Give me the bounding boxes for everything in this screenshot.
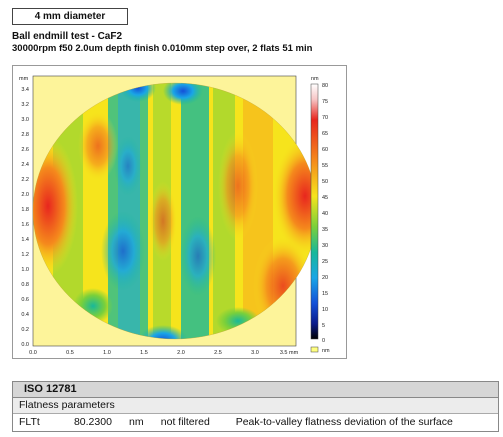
- x-tick: 1.5: [140, 350, 148, 356]
- param-unit: nm: [129, 416, 144, 428]
- nodata-swatch: [310, 346, 319, 353]
- param-value: 80.2300: [73, 416, 112, 428]
- colorbar: [310, 83, 319, 340]
- colorbar-tick: 30: [322, 243, 328, 249]
- iso-standard-title: ISO 12781: [13, 382, 498, 398]
- colorbar-tick: 15: [322, 291, 328, 297]
- x-tick: 3.0: [251, 350, 259, 356]
- iso-subtitle: Flatness parameters: [13, 398, 498, 414]
- colorbar-tick: 5: [322, 323, 325, 329]
- x-tick: 1.0: [103, 350, 111, 356]
- x-tick: 0.5: [66, 350, 74, 356]
- colorbar-tick: 55: [322, 163, 328, 169]
- y-tick: 0.8: [21, 282, 29, 288]
- y-tick: 2.6: [21, 147, 29, 153]
- y-tick: 2.8: [21, 132, 29, 138]
- y-tick: 3.4: [21, 87, 29, 93]
- param-filter: not filtered: [160, 416, 210, 428]
- flatness-map: mm 0.0 0.2 0.4 0.6 0.8 1.0 1.2 1.4 1.6 1…: [19, 75, 330, 356]
- x-axis: 0.0 0.5 1.0 1.5 2.0 2.5 3.0 3.5 mm: [29, 350, 298, 356]
- colorbar-tick: 70: [322, 115, 328, 121]
- y-tick: 2.0: [21, 192, 29, 198]
- colorbar-tick: 40: [322, 211, 328, 217]
- param-description: Peak-to-valley flatness deviation of the…: [235, 416, 453, 428]
- colorbar-unit: nm: [311, 76, 319, 82]
- y-tick: 3.2: [21, 102, 29, 108]
- y-tick: 1.0: [21, 267, 29, 273]
- nodata-unit: nm: [322, 348, 330, 354]
- colorbar-tick: 45: [322, 195, 328, 201]
- y-tick: 0.4: [21, 312, 29, 318]
- y-tick: 0.6: [21, 297, 29, 303]
- table-row: FLTt 80.2300 nm not filtered Peak-to-val…: [13, 414, 498, 431]
- x-tick: 3.5 mm: [280, 350, 299, 356]
- y-tick: 1.4: [21, 237, 29, 243]
- colorbar-tick: 35: [322, 227, 328, 233]
- flatness-map-panel: mm 0.0 0.2 0.4 0.6 0.8 1.0 1.2 1.4 1.6 1…: [12, 65, 347, 359]
- test-parameters: 30000rpm f50 2.0um depth finish 0.010mm …: [12, 43, 313, 54]
- colorbar-tick: 75: [322, 99, 328, 105]
- y-tick: 1.2: [21, 252, 29, 258]
- colorbar-tick: 80: [322, 83, 328, 89]
- x-tick: 0.0: [29, 350, 37, 356]
- iso-parameters-table: ISO 12781 Flatness parameters FLTt 80.23…: [12, 381, 499, 432]
- x-tick: 2.0: [177, 350, 185, 356]
- colorbar-tick: 65: [322, 131, 328, 137]
- param-name: FLTt: [19, 416, 40, 428]
- y-tick: 1.8: [21, 207, 29, 213]
- diameter-label: 4 mm diameter: [12, 8, 128, 25]
- colorbar-tick: 10: [322, 307, 328, 313]
- y-tick: 3.0: [21, 117, 29, 123]
- colorbar-tick: 20: [322, 275, 328, 281]
- x-tick: 2.5: [214, 350, 222, 356]
- surface-disc: [33, 83, 317, 339]
- y-axis-unit: mm: [19, 76, 29, 82]
- colorbar-tick: 50: [322, 179, 328, 185]
- y-tick: 0.2: [21, 327, 29, 333]
- color-scale: nm 80 75 70 65 60 55 50 45 40 35 30 25 2…: [310, 76, 330, 354]
- y-tick: 0.0: [21, 342, 29, 348]
- y-tick: 2.4: [21, 162, 29, 168]
- y-tick: 2.2: [21, 177, 29, 183]
- test-title: Ball endmill test - CaF2: [12, 31, 123, 42]
- colorbar-tick: 60: [322, 147, 328, 153]
- y-axis: 0.0 0.2 0.4 0.6 0.8 1.0 1.2 1.4 1.6 1.8 …: [21, 87, 29, 348]
- y-tick: 1.6: [21, 222, 29, 228]
- colorbar-tick: 0: [322, 338, 325, 344]
- colorbar-tick: 25: [322, 259, 328, 265]
